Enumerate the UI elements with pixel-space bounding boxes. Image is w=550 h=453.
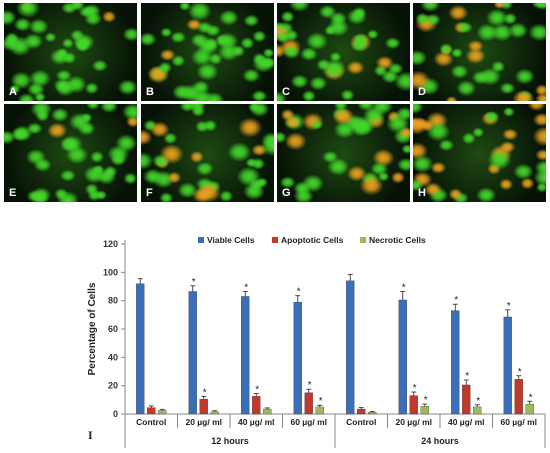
cell-fluorescence-image (4, 3, 137, 101)
bar-apoptotic-cells (514, 379, 523, 415)
bar-apoptotic-cells (462, 384, 471, 415)
panel-label: F (146, 187, 153, 199)
bar-viable-cells (451, 310, 460, 415)
micrograph-panel-e: E (4, 104, 137, 202)
bar-viable-cells (503, 316, 512, 415)
bar-necrotic-cells (420, 406, 429, 415)
significance-marker: * (465, 371, 469, 382)
cell-fluorescence-image (4, 104, 137, 202)
bar-viable-cells (188, 291, 197, 415)
bar-apoptotic-cells (304, 392, 313, 415)
micrograph-panel-b: B (141, 3, 274, 101)
y-tick-label: 80 (108, 296, 118, 306)
y-tick-label: 0 (113, 409, 118, 419)
bar-viable-cells (136, 283, 145, 415)
bar-viable-cells (346, 280, 355, 415)
panel-label: C (282, 86, 290, 98)
bar-necrotic-cells (315, 406, 324, 415)
panel-label: G (282, 187, 291, 199)
bar-apoptotic-cells (357, 408, 366, 415)
bar-necrotic-cells (473, 406, 482, 415)
significance-marker: * (424, 395, 428, 406)
y-tick-label: 40 (108, 352, 118, 362)
y-tick-label: 120 (103, 239, 118, 249)
significance-marker: * (244, 282, 248, 293)
panel-label: H (418, 187, 426, 199)
bar-viable-cells (241, 296, 250, 415)
cell-fluorescence-image (141, 3, 274, 101)
cell-fluorescence-image (413, 3, 546, 101)
cell-viability-chart: 0 20 40 60 80 100 120 Percentage of Cells Contro… (87, 235, 546, 448)
bar-necrotic-cells (368, 412, 377, 415)
figure-panel-label: I (88, 428, 93, 442)
category-label: 40 µg/ ml (448, 417, 485, 427)
y-tick-label: 20 (108, 381, 118, 391)
legend-entry: Viable Cells (207, 235, 255, 245)
significance-marker: * (518, 367, 522, 378)
significance-marker: * (507, 301, 511, 312)
group-label: 12 hours (211, 436, 249, 446)
legend-swatch (360, 237, 366, 243)
panel-label: D (418, 86, 426, 98)
significance-marker: * (192, 277, 196, 288)
significance-marker: * (454, 295, 458, 306)
significance-marker: * (529, 392, 533, 403)
category-label: Control (346, 417, 376, 427)
bar-necrotic-cells (210, 411, 219, 415)
cell-fluorescence-image (413, 104, 546, 202)
bar-necrotic-cells (158, 410, 167, 415)
significance-marker: * (297, 287, 301, 298)
micrograph-panel-h: H (413, 104, 546, 202)
category-label: Control (136, 417, 166, 427)
category-label: 40 µg/ ml (238, 417, 275, 427)
legend-swatch (198, 237, 204, 243)
legend-entry: Apoptotic Cells (281, 235, 344, 245)
micrograph-panel-f: F (141, 104, 274, 202)
significance-marker: * (319, 396, 323, 407)
significance-marker: * (203, 387, 207, 398)
micrograph-grid: A B C D E F G H (0, 0, 550, 210)
significance-marker: * (402, 282, 406, 293)
significance-marker: * (255, 384, 259, 395)
micrograph-panel-d: D (413, 3, 546, 101)
panel-label: A (9, 86, 17, 98)
bar-viable-cells (293, 301, 302, 415)
cell-fluorescence-image (277, 3, 410, 101)
significance-marker: * (476, 396, 480, 407)
y-axis-label: Percentage of Cells (87, 282, 98, 375)
significance-marker: * (413, 383, 417, 394)
category-label: 60 µg/ ml (500, 417, 537, 427)
bar-viable-cells (398, 299, 407, 415)
bar-necrotic-cells (525, 403, 534, 415)
significance-marker: * (308, 380, 312, 391)
panel-label: E (9, 187, 17, 199)
category-label: 20 µg/ ml (395, 417, 432, 427)
cell-fluorescence-image (141, 104, 274, 202)
bar-apoptotic-cells (252, 396, 261, 415)
bar-necrotic-cells (263, 408, 272, 415)
micrograph-panel-g: G (277, 104, 410, 202)
micrograph-panel-c: C (277, 3, 410, 101)
micrograph-panel-a: A (4, 3, 137, 101)
bar-apoptotic-cells (409, 395, 418, 415)
cell-fluorescence-image (277, 104, 410, 202)
panel-label: B (146, 86, 154, 98)
bar-apoptotic-cells (147, 407, 156, 415)
category-label: 60 µg/ ml (290, 417, 327, 427)
group-label: 24 hours (421, 436, 459, 446)
y-tick-label: 60 (108, 324, 118, 334)
legend-entry: Necrotic Cells (369, 235, 426, 245)
bar-apoptotic-cells (199, 398, 208, 415)
y-tick-label: 100 (103, 267, 118, 277)
category-label: 20 µg/ ml (185, 417, 222, 427)
legend-swatch (272, 237, 278, 243)
